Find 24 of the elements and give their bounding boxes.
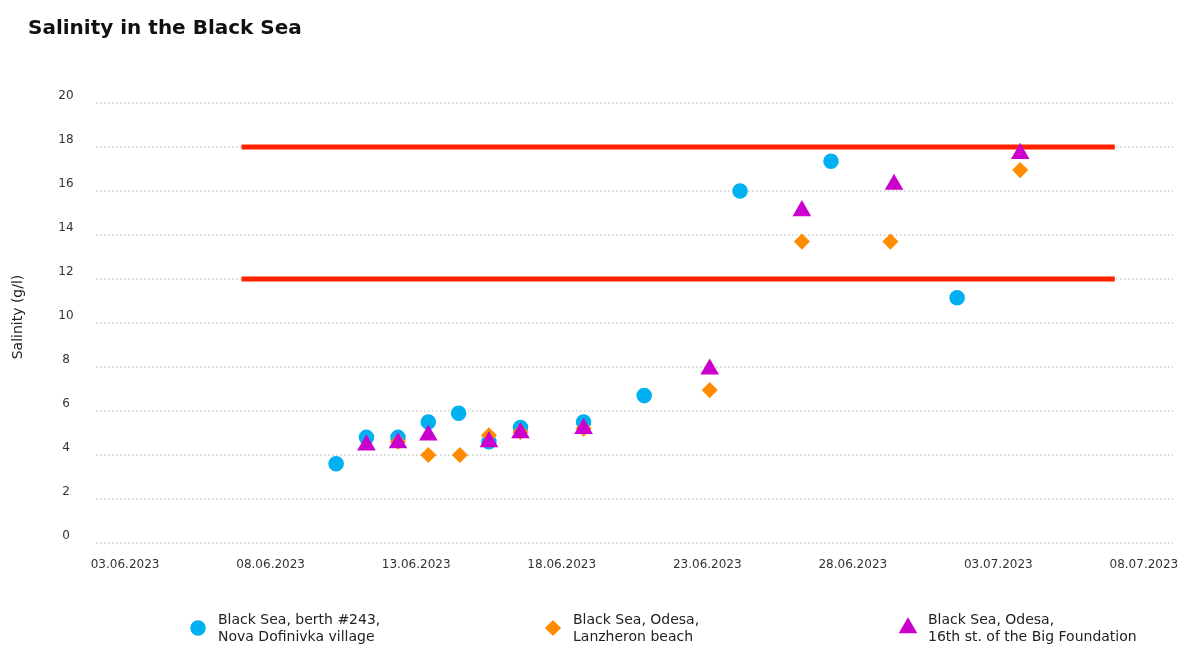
y-tick-label: 8 <box>62 352 70 366</box>
y-tick-label: 2 <box>62 484 70 498</box>
y-tick-label: 18 <box>58 132 74 146</box>
x-tick-label: 13.06.2023 <box>381 557 451 571</box>
y-axis-title: Salinity (g/l) <box>9 274 25 360</box>
x-tick-label: 08.06.2023 <box>236 557 306 571</box>
legend-label: Black Sea, berth #243, Nova Dofinivka village <box>218 611 381 644</box>
x-tick-label: 03.06.2023 <box>90 557 160 571</box>
x-tick-label: 23.06.2023 <box>672 557 742 571</box>
x-tick-label: 28.06.2023 <box>818 557 888 571</box>
x-tick-label: 18.06.2023 <box>527 557 597 571</box>
x-tick-label: 03.07.2023 <box>963 557 1033 571</box>
y-tick-label: 0 <box>62 528 70 542</box>
legend-label: Black Sea, Odesa, 16th st. of the Big Foundation <box>928 611 1137 644</box>
y-tick-label: 4 <box>62 440 70 454</box>
y-tick-label: 12 <box>58 264 74 278</box>
legend-label: Black Sea, Odesa, Lanzheron beach <box>573 611 700 644</box>
y-tick-label: 14 <box>58 220 74 234</box>
y-tick-label: 20 <box>58 88 74 102</box>
y-tick-label: 6 <box>62 396 70 410</box>
y-tick-label: 16 <box>58 176 74 190</box>
chart-title: Salinity in the Black Sea <box>28 15 302 39</box>
x-tick-label: 08.07.2023 <box>1109 557 1179 571</box>
y-tick-label: 10 <box>58 308 74 322</box>
